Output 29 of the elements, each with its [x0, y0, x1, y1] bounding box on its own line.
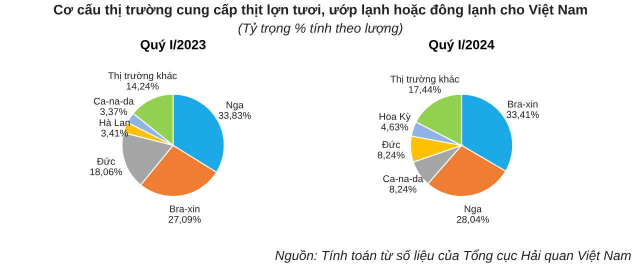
- data-label: 4,63%: [381, 124, 408, 132]
- slice-label: Bra-xin: [508, 100, 538, 108]
- slice-label: Nga: [226, 102, 244, 110]
- slice-label: Hoa Kỳ: [380, 112, 411, 122]
- slice-label: Hà Lan: [100, 118, 130, 126]
- slice-label: Bra-xin: [170, 205, 200, 212]
- slice-label: Ca-na-da: [94, 97, 134, 105]
- data-label: 8,24%: [390, 186, 416, 194]
- slice-label: Đức: [382, 140, 400, 148]
- data-label: 27,09%: [168, 216, 201, 224]
- slice-label: Ca-na-da: [383, 175, 424, 182]
- data-label: 33,83%: [218, 112, 251, 120]
- data-label: 18,06%: [90, 168, 122, 176]
- slice-label: Thị trường khác: [390, 75, 460, 84]
- slice-label: Thị trường khác: [108, 72, 177, 82]
- text: (Tỷ trọng % tính theo lượng): [238, 22, 402, 36]
- slice-label: Nga: [464, 206, 482, 214]
- data-label: 8,24%: [378, 152, 405, 160]
- data-label: 33,41%: [506, 111, 539, 120]
- chart-title: Quý I/2023: [140, 40, 206, 52]
- text: Cơ cấu thị trường cung cấp thịt lợn tươi, ướp lạnh hoặc đông lạnh cho Việt Nam: [54, 4, 587, 18]
- data-label: 3,41%: [101, 130, 128, 138]
- data-label: 3,37%: [100, 108, 128, 116]
- data-label: 28,04%: [456, 216, 490, 224]
- text: Nguồn: Tính toán từ số liệu của Tổng cục Hải quan Việt Nam: [275, 249, 631, 263]
- data-label: 17,44%: [409, 86, 441, 94]
- chart-title: Quý I/2024: [429, 40, 494, 52]
- data-label: 14,24%: [126, 82, 159, 91]
- slice-label: Đức: [96, 158, 115, 165]
